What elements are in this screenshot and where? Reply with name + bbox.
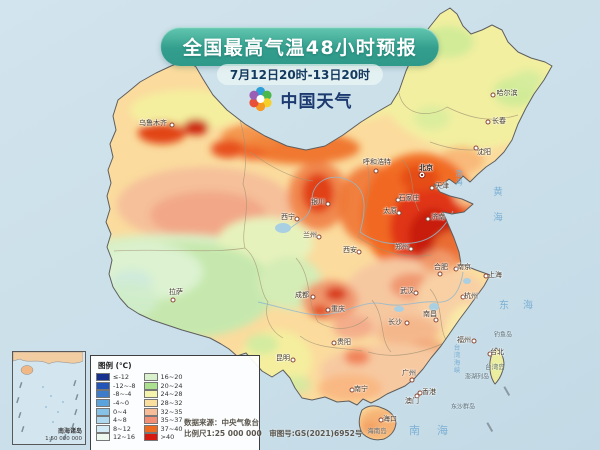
legend-swatch [96,416,110,425]
legend-item: 20~24 [143,381,183,391]
legend-item: 37~40 [143,424,183,434]
legend-range: 0~4 [113,407,127,416]
national-boundary [489,347,505,385]
legend-item: >40 [143,433,183,442]
south-china-sea-inset: 南海诸岛 1:50 000 000 [12,351,86,445]
legend-item: 24~28 [143,390,183,399]
legend-column: ≤-12 -12~-8 -8~-4 -4~0 0~4 4~8 8~12 12~16 [96,373,136,442]
legend-swatch [143,381,158,390]
legend-item: 8~12 [96,424,136,434]
national-boundary [105,7,553,406]
legend-swatch [143,407,158,416]
legend-range: >40 [160,433,175,442]
legend-item: 35~37 [143,416,183,425]
legend-column: 16~20 20~24 24~28 28~32 32~35 35~37 37~40 >40 [143,373,183,442]
legend-item: -12~-8 [96,381,136,391]
legend-swatch [143,416,158,425]
legend-range: 32~35 [160,407,183,416]
title-banner: 全国最高气温48小时预报 [160,27,440,66]
legend-range: 12~16 [113,433,135,442]
legend-item: -4~0 [96,399,136,408]
legend-swatch [96,399,110,408]
legend-range: 37~40 [160,424,183,433]
legend-swatch [96,373,110,382]
legend-range: 20~24 [160,381,183,390]
legend-range: ≤-12 [113,373,130,382]
legend-range: 24~28 [160,390,183,399]
subtitle-banner: 7月12日20时-13日20时 [216,64,384,85]
legend-item: 12~16 [96,433,136,442]
temperature-legend: 图例 (℃) ≤-12 -12~-8 -8~-4 -4~0 0~4 4~8 8~12 12~1… [90,355,260,450]
legend-range: 28~32 [160,399,183,408]
china-weather-logo: 中国天气 [248,86,353,112]
legend-swatch [143,433,158,442]
legend-range: -8~-4 [113,390,132,399]
legend-item: 32~35 [143,407,183,416]
legend-item: -8~-4 [96,390,136,399]
legend-swatch [96,424,110,433]
legend-swatch [143,424,158,433]
map-footer: 数据来源：中央气象台 比例尺1:25 000 000 审图号:GS(2021)6… [184,417,362,439]
logo-text: 中国天气 [280,91,353,112]
legend-swatch [143,399,158,408]
legend-swatch [96,390,110,399]
legend-item: ≤-12 [96,373,136,382]
legend-title: 图例 (℃) [98,361,132,370]
legend-swatch [143,373,158,382]
legend-columns: ≤-12 -12~-8 -8~-4 -4~0 0~4 4~8 8~12 12~16 16~20 2… [96,373,254,442]
inset-label: 南海诸岛 [57,428,82,435]
national-boundary [358,405,397,441]
inset-map-graphic [12,351,84,444]
pinwheel-logo-icon [249,86,272,112]
legend-item: 28~32 [143,399,183,408]
legend-range: -12~-8 [113,381,136,390]
legend-range: 4~8 [113,416,127,425]
data-source-line: 数据来源：中央气象台 [184,418,259,427]
legend-swatch [96,381,110,390]
legend-range: 16~20 [160,373,183,382]
legend-range: 35~37 [160,416,183,425]
legend-swatch [96,433,110,442]
legend-range: 8~12 [113,424,131,433]
legend-swatch [96,407,110,416]
legend-item: 4~8 [96,416,136,425]
legend-range: -4~0 [113,399,130,408]
legend-item: 0~4 [96,407,136,416]
legend-item: 16~20 [143,373,183,382]
legend-swatch [143,390,158,399]
inset-scale: 1:50 000 000 [45,436,82,442]
map-scale-line: 比例尺1:25 000 000 审图号:GS(2021)6952号 [184,429,363,438]
